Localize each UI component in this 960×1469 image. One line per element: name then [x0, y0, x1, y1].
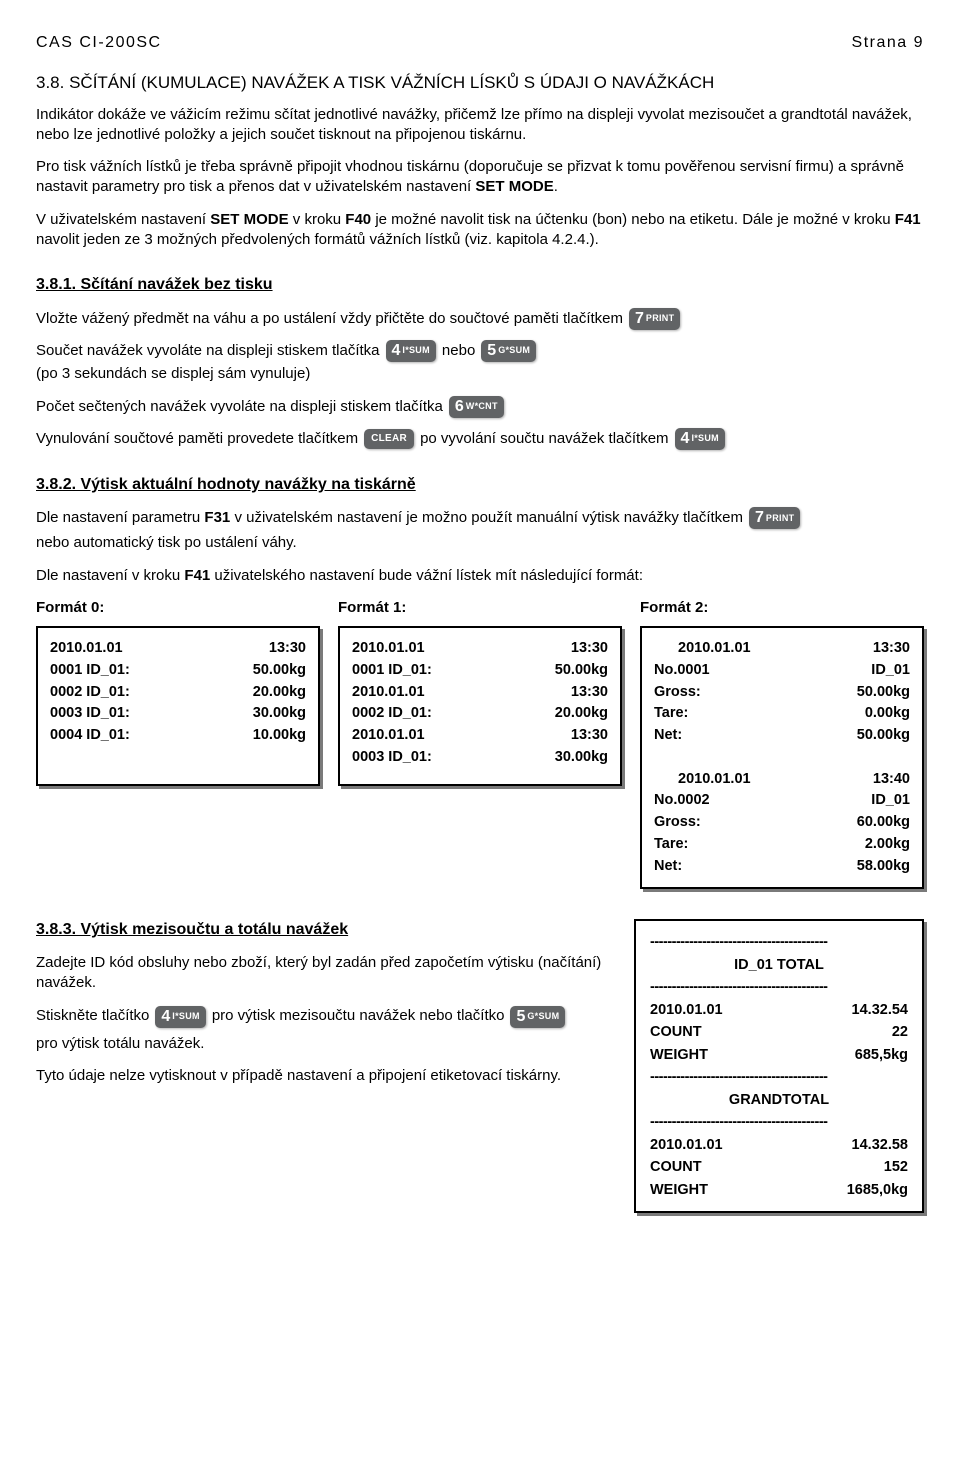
receipt-line: No.0001ID_01	[654, 660, 910, 682]
heading-3-8-1: 3.8.1. Sčítání navážek bez tisku	[36, 274, 924, 296]
total-date-1: 2010.01.0114.32.54	[650, 999, 908, 1021]
row-count: Počet sečtených navážek vyvoláte na disp…	[36, 396, 924, 418]
dash-line: ----------------------------------------…	[650, 976, 908, 998]
total-count-2: COUNT152	[650, 1156, 908, 1178]
receipt-format-2: 2010.01.0113:30No.0001ID_01Gross:50.00kg…	[640, 626, 924, 889]
para-enter-id: Zadejte ID kód obsluhy nebo zboží, který…	[36, 953, 610, 994]
text-auto-clear: (po 3 sekundách se displej sám vynuluje)	[36, 364, 924, 384]
receipt-line	[654, 747, 910, 769]
format-col-2: Formát 2: 2010.01.0113:30No.0001ID_01Gro…	[640, 598, 924, 890]
text-add-to-sum: Vložte vážený předmět na váhu a po ustál…	[36, 309, 623, 329]
text-for-total: pro výtisk totálu navážek.	[36, 1034, 610, 1054]
total-count-1: COUNT22	[650, 1021, 908, 1043]
receipt-line: 0002 ID_01:20.00kg	[50, 682, 306, 704]
text-or: nebo	[442, 341, 475, 361]
heading-3-8-2: 3.8.2. Výtisk aktuální hodnoty navážky n…	[36, 474, 924, 496]
receipt-line: Gross:60.00kg	[654, 812, 910, 834]
dash-line: ----------------------------------------…	[650, 1111, 908, 1133]
dash-line: ----------------------------------------…	[650, 1066, 908, 1088]
key-clear: CLEAR	[364, 429, 414, 449]
receipt-totals: ----------------------------------------…	[634, 919, 924, 1213]
total-weight-1: WEIGHT685,5kg	[650, 1044, 908, 1066]
formats-row: Formát 0: 2010.01.0113:300001 ID_01:50.0…	[36, 598, 924, 890]
key-6-wcnt: 6W*CNT	[449, 396, 504, 418]
page-number: Strana 9	[852, 32, 924, 54]
key-5-gsum: 5G*SUM	[481, 340, 536, 362]
doc-title: CAS CI-200SC	[36, 32, 162, 54]
receipt-line: Gross:50.00kg	[654, 682, 910, 704]
page-header: CAS CI-200SC Strana 9	[36, 32, 924, 54]
key-5-gsum-b: 5G*SUM	[510, 1006, 565, 1028]
text-for-subtotal: pro výtisk mezisoučtu navážek nebo tlačí…	[212, 1006, 505, 1026]
para-3-8-intro: Indikátor dokáže ve vážicím režimu sčíta…	[36, 105, 924, 146]
receipt-line: 2010.01.0113:30	[352, 638, 608, 660]
key-7-print: 7PRINT	[629, 308, 680, 330]
format-label-0: Formát 0:	[36, 598, 320, 618]
receipt-format-0: 2010.01.0113:300001 ID_01:50.00kg0002 ID…	[36, 626, 320, 786]
receipt-line: Net:58.00kg	[654, 856, 910, 878]
receipt-line: 0004 ID_01:10.00kg	[50, 725, 306, 747]
total-weight-2: WEIGHT1685,0kg	[650, 1179, 908, 1201]
row-recall-sum: Součet navážek vyvoláte na displeji stis…	[36, 340, 924, 362]
text-count: Počet sečtených navážek vyvoláte na disp…	[36, 397, 443, 417]
total-date-2: 2010.01.0114.32.58	[650, 1134, 908, 1156]
receipt-line: 0003 ID_01:30.00kg	[50, 703, 306, 725]
receipt-line: 2010.01.0113:40	[654, 769, 910, 791]
receipt-line: 2010.01.0113:30	[654, 638, 910, 660]
para-3-8-setmode: V uživatelském nastavení SET MODE v krok…	[36, 210, 924, 251]
receipt-format-1: 2010.01.0113:300001 ID_01:50.00kg2010.01…	[338, 626, 622, 786]
text-clear-sum-b: po vyvolání součtu navážek tlačítkem	[420, 429, 668, 449]
para-format-intro: Dle nastavení v kroku F41 uživatelského …	[36, 566, 924, 586]
heading-3-8: 3.8. SČÍTÁNÍ (KUMULACE) NAVÁŽEK A TISK V…	[36, 72, 924, 95]
row-clear-sum: Vynulování součtové paměti provedete tla…	[36, 428, 924, 450]
para-label-printer-note: Tyto údaje nelze vytisknout v případě na…	[36, 1066, 610, 1086]
key-4-isum-b: 4I*SUM	[675, 428, 725, 450]
text-clear-sum-a: Vynulování součtové paměti provedete tla…	[36, 429, 358, 449]
para-3-8-printer: Pro tisk vážních lístků je třeba správně…	[36, 157, 924, 198]
dash-line: ----------------------------------------…	[650, 931, 908, 953]
receipt-line: 0002 ID_01:20.00kg	[352, 703, 608, 725]
receipt-line: 2010.01.0113:30	[352, 725, 608, 747]
total-title-1: ID_01 TOTAL	[650, 954, 908, 976]
receipt-line: 2010.01.0113:30	[352, 682, 608, 704]
text-auto-print: nebo automatický tisk po ustálení váhy.	[36, 533, 924, 553]
receipt-line: 0001 ID_01:50.00kg	[50, 660, 306, 682]
receipt-line: 2010.01.0113:30	[50, 638, 306, 660]
receipt-line: Tare:0.00kg	[654, 703, 910, 725]
heading-3-8-3: 3.8.3. Výtisk mezisoučtu a totálu naváže…	[36, 919, 610, 941]
receipt-line: Net:50.00kg	[654, 725, 910, 747]
receipt-line: 0003 ID_01:30.00kg	[352, 747, 608, 769]
section-3-8-3-text: 3.8.3. Výtisk mezisoučtu a totálu naváže…	[36, 919, 610, 1098]
row-print-subtotal: Stiskněte tlačítko 4I*SUM pro výtisk mez…	[36, 1006, 610, 1028]
key-4-isum-c: 4I*SUM	[155, 1006, 205, 1028]
key-4-isum: 4I*SUM	[386, 340, 436, 362]
receipt-line: 0001 ID_01:50.00kg	[352, 660, 608, 682]
format-label-1: Formát 1:	[338, 598, 622, 618]
format-col-1: Formát 1: 2010.01.0113:300001 ID_01:50.0…	[338, 598, 622, 890]
format-label-2: Formát 2:	[640, 598, 924, 618]
receipt-line: Tare:2.00kg	[654, 834, 910, 856]
row-add-to-sum: Vložte vážený předmět na váhu a po ustál…	[36, 308, 924, 330]
key-7-print-b: 7PRINT	[749, 507, 800, 529]
total-title-2: GRANDTOTAL	[650, 1089, 908, 1111]
row-manual-print: Dle nastavení parametru F31 v uživatelsk…	[36, 507, 924, 529]
receipt-line: No.0002ID_01	[654, 790, 910, 812]
text-recall-sum: Součet navážek vyvoláte na displeji stis…	[36, 341, 380, 361]
text-press: Stiskněte tlačítko	[36, 1006, 149, 1026]
format-col-0: Formát 0: 2010.01.0113:300001 ID_01:50.0…	[36, 598, 320, 890]
